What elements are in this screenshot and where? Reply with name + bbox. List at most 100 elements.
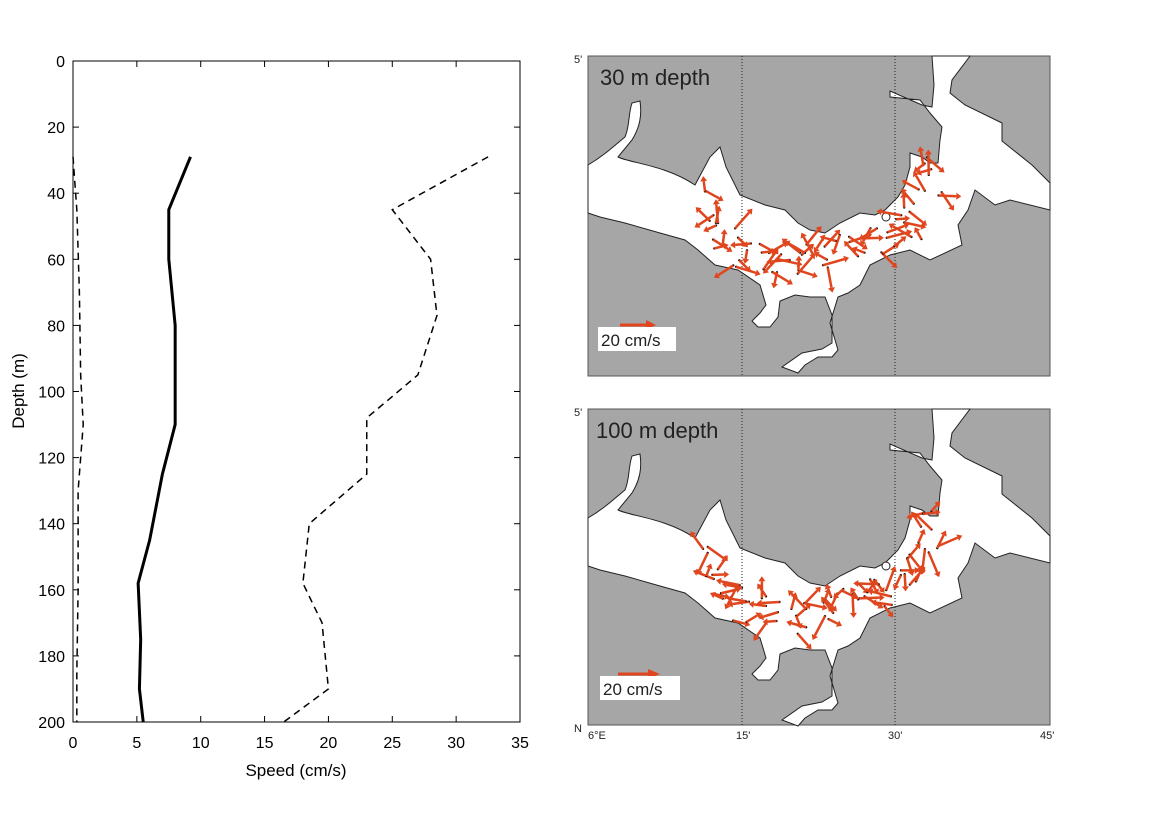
current-arrow	[885, 570, 895, 591]
current-arrow	[702, 180, 707, 192]
current-arrowhead	[748, 600, 755, 608]
current-arrowhead	[914, 566, 920, 574]
current-arrowhead	[948, 204, 955, 211]
current-arrow	[872, 590, 892, 598]
x-tick-label: 25	[383, 735, 401, 752]
current-arrowhead	[786, 619, 793, 627]
current-arrowhead	[724, 592, 730, 600]
scale-label: 20 cm/s	[603, 680, 663, 699]
current-arrow	[858, 582, 879, 586]
lon-tick-label: 45'	[1040, 730, 1054, 742]
current-arrowhead	[755, 612, 762, 619]
map-100m: 5' N 6°E 15' 30' 45' 100 m depth 20 cm/s	[574, 407, 1054, 742]
current-arrowhead	[831, 248, 838, 255]
current-arrow	[823, 599, 835, 614]
current-arrowhead	[814, 586, 821, 593]
y-ticks: 0 20 40 60 80 100 120 140 160 180 200	[38, 54, 520, 732]
current-arrow	[826, 267, 833, 288]
current-arrowhead	[700, 176, 708, 182]
current-arrowhead	[811, 271, 818, 279]
current-arrowhead	[914, 543, 921, 550]
current-arrowhead	[956, 534, 963, 541]
y-tick-label: 160	[38, 583, 65, 600]
current-arrow	[773, 272, 779, 284]
current-arrowhead	[850, 587, 857, 594]
current-arrow	[714, 244, 725, 250]
y-tick-label: 200	[38, 715, 65, 732]
current-arrowhead	[726, 246, 733, 253]
current-arrow	[755, 622, 767, 638]
current-arrow	[698, 552, 709, 571]
current-arrowhead	[822, 603, 828, 611]
x-tick-label: 0	[69, 735, 78, 752]
current-arrow	[903, 221, 922, 228]
current-arrow	[731, 597, 746, 603]
current-arrowhead	[919, 528, 926, 535]
current-arrowhead	[901, 188, 908, 195]
current-arrow	[771, 258, 790, 263]
current-arrowhead	[849, 612, 857, 618]
current-arrow	[804, 601, 824, 609]
current-arrow	[836, 588, 845, 596]
current-arrowhead	[920, 219, 927, 226]
current-arrowhead	[906, 513, 913, 520]
current-arrow	[771, 271, 790, 283]
current-arrowhead	[843, 241, 850, 248]
water-body	[587, 408, 1051, 727]
current-arrowhead	[824, 588, 831, 595]
current-arrowhead	[916, 567, 924, 574]
current-arrowhead	[771, 282, 778, 289]
x-tick-label: 10	[192, 735, 210, 752]
current-arrow	[796, 256, 813, 275]
current-arrow	[852, 590, 860, 601]
current-arrowhead	[935, 509, 941, 516]
current-arrowhead	[800, 232, 807, 239]
current-arrow	[737, 236, 746, 245]
y-tick-label: 0	[56, 54, 65, 71]
current-arrow	[801, 270, 814, 277]
current-arrowhead	[754, 269, 761, 277]
current-arrow	[916, 230, 923, 240]
current-arrow	[815, 237, 825, 250]
current-arrow	[917, 533, 924, 544]
y-tick-label: 80	[47, 318, 65, 335]
current-arrow	[726, 583, 743, 589]
current-arrowhead	[757, 583, 764, 590]
current-arrowhead	[879, 594, 885, 602]
current-arrowhead	[772, 248, 779, 255]
current-arrowhead	[809, 253, 816, 260]
current-arrow	[705, 190, 720, 200]
current-arrow	[761, 250, 773, 254]
current-arrowhead	[742, 258, 750, 264]
map-30m: 5' 30 m depth 20 cm/s	[574, 54, 1051, 377]
current-arrowhead	[835, 620, 843, 627]
current-arrowhead	[843, 255, 850, 263]
current-arrowhead	[821, 596, 828, 603]
current-arrowhead	[712, 199, 720, 205]
current-arrowhead	[912, 171, 920, 178]
current-arrowhead	[726, 595, 732, 603]
current-arrowhead	[888, 223, 895, 230]
current-arrow	[910, 511, 925, 518]
current-arrowhead	[730, 241, 736, 249]
current-arrowhead	[914, 227, 921, 234]
current-arrow	[717, 264, 734, 277]
current-arrow	[720, 588, 737, 595]
current-arrow	[936, 534, 945, 549]
current-arrowhead	[938, 166, 945, 173]
current-arrow	[938, 194, 957, 198]
current-arrowhead	[956, 192, 962, 200]
current-arrowhead	[877, 602, 884, 609]
current-arrowhead	[753, 634, 760, 641]
current-arrow	[734, 211, 751, 230]
current-arrow	[905, 181, 920, 191]
current-arrow	[794, 615, 801, 625]
current-arrow	[919, 151, 925, 166]
current-arrowhead	[891, 262, 898, 269]
current-arrowhead	[813, 246, 820, 253]
current-arrow	[882, 244, 896, 255]
current-arrowhead	[716, 577, 722, 585]
current-vectors	[694, 146, 962, 293]
current-arrow	[698, 214, 715, 226]
x-ticks: 0 5 10 15 20 25 30 35	[69, 61, 529, 752]
